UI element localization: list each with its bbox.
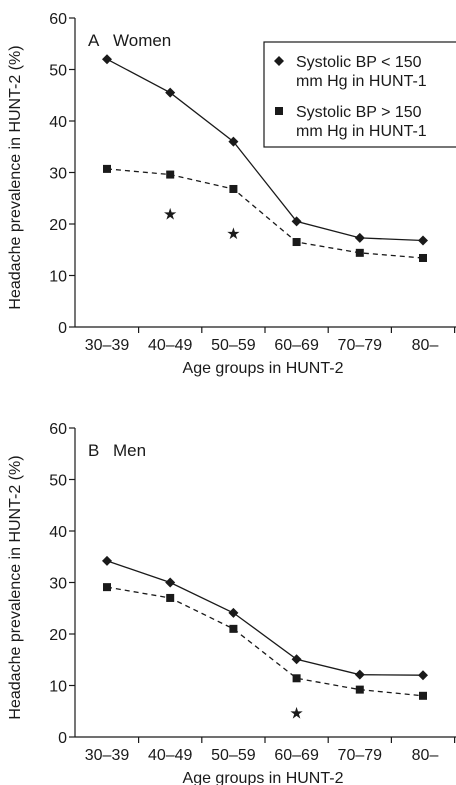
panel-label: B — [88, 441, 99, 460]
significance-star: ★ — [289, 705, 303, 722]
data-point-diamond — [354, 669, 365, 680]
y-tick-label: 0 — [58, 730, 67, 747]
y-tick-label: 30 — [49, 576, 67, 593]
y-tick-label: 30 — [49, 166, 67, 183]
x-axis-title: Age groups in HUNT-2 — [183, 770, 344, 785]
y-tick-label: 60 — [49, 11, 67, 28]
data-point-square — [229, 184, 238, 193]
x-tick-label: 30–39 — [85, 337, 130, 354]
data-point-diamond — [102, 555, 112, 566]
data-point-square — [292, 674, 301, 683]
data-point-diamond — [291, 654, 302, 665]
y-tick-label: 60 — [49, 421, 67, 438]
data-point-diamond — [418, 235, 428, 246]
x-axis-title: Age groups in HUNT-2 — [183, 360, 344, 377]
x-tick-label: 60–69 — [274, 337, 319, 354]
x-tick-label: 50–59 — [211, 747, 256, 764]
data-point-diamond — [291, 216, 302, 227]
x-tick-label: 30–39 — [85, 747, 130, 764]
x-tick-label: 60–69 — [274, 747, 319, 764]
data-point-square — [419, 253, 427, 262]
panel-women: 0 10 20 30 40 50 60 30–39 40–49 50–59 60–69 70–79 80… — [7, 11, 456, 377]
legend-label: mm Hg in HUNT-1 — [296, 123, 427, 140]
data-point-square — [166, 170, 175, 179]
significance-star: ★ — [226, 226, 240, 243]
data-point-square — [103, 583, 111, 592]
legend-label: Systolic BP < 150 — [296, 54, 422, 71]
y-tick-label: 20 — [49, 217, 67, 234]
x-tick-label: 70–79 — [338, 337, 383, 354]
series-line-below-150 — [106, 58, 424, 242]
data-point-square — [292, 238, 301, 247]
data-point-square — [355, 685, 364, 694]
x-tick-label: 80– — [412, 337, 439, 354]
legend-marker-diamond — [274, 56, 284, 66]
legend-marker-square — [275, 107, 283, 115]
data-point-diamond — [418, 670, 428, 681]
panel-men: 0 10 20 30 40 50 60 30–39 40–49 50–59 60–69 70–79 80… — [7, 421, 456, 785]
data-point-square — [229, 624, 238, 633]
series-line-below-150 — [106, 560, 424, 676]
panel-title: Men — [113, 441, 146, 460]
y-axis-title: Headache prevalence in HUNT-2 (%) — [7, 455, 24, 719]
y-tick-label: 0 — [58, 320, 67, 337]
x-tick-label: 40–49 — [148, 747, 193, 764]
data-point-diamond — [354, 232, 365, 243]
data-point-diamond — [228, 136, 239, 147]
y-tick-label: 50 — [49, 473, 67, 490]
data-point-square — [103, 164, 111, 173]
legend-label: Systolic BP > 150 — [296, 104, 422, 121]
y-tick-label: 10 — [49, 679, 67, 696]
legend-box — [263, 41, 456, 148]
x-tick-label: 70–79 — [338, 747, 383, 764]
data-point-square — [166, 593, 175, 602]
y-tick-label: 20 — [49, 627, 67, 644]
series-line-above-150 — [106, 586, 424, 697]
data-point-square — [355, 248, 364, 257]
data-point-square — [419, 691, 427, 700]
significance-star: ★ — [163, 207, 177, 224]
panel-label: A — [88, 31, 100, 50]
y-tick-label: 10 — [49, 269, 67, 286]
legend-label: mm Hg in HUNT-1 — [296, 73, 427, 90]
y-tick-label: 40 — [49, 524, 67, 541]
y-axis-title: Headache prevalence in HUNT-2 (%) — [7, 45, 24, 309]
panel-title: Women — [113, 31, 171, 50]
x-tick-label: 40–49 — [148, 337, 193, 354]
data-point-diamond — [102, 54, 112, 65]
data-point-diamond — [165, 577, 176, 588]
y-tick-label: 40 — [49, 114, 67, 131]
data-point-diamond — [165, 87, 176, 98]
x-tick-label: 50–59 — [211, 337, 256, 354]
y-tick-label: 50 — [49, 63, 67, 80]
x-tick-label: 80– — [412, 747, 439, 764]
data-point-diamond — [228, 607, 239, 618]
